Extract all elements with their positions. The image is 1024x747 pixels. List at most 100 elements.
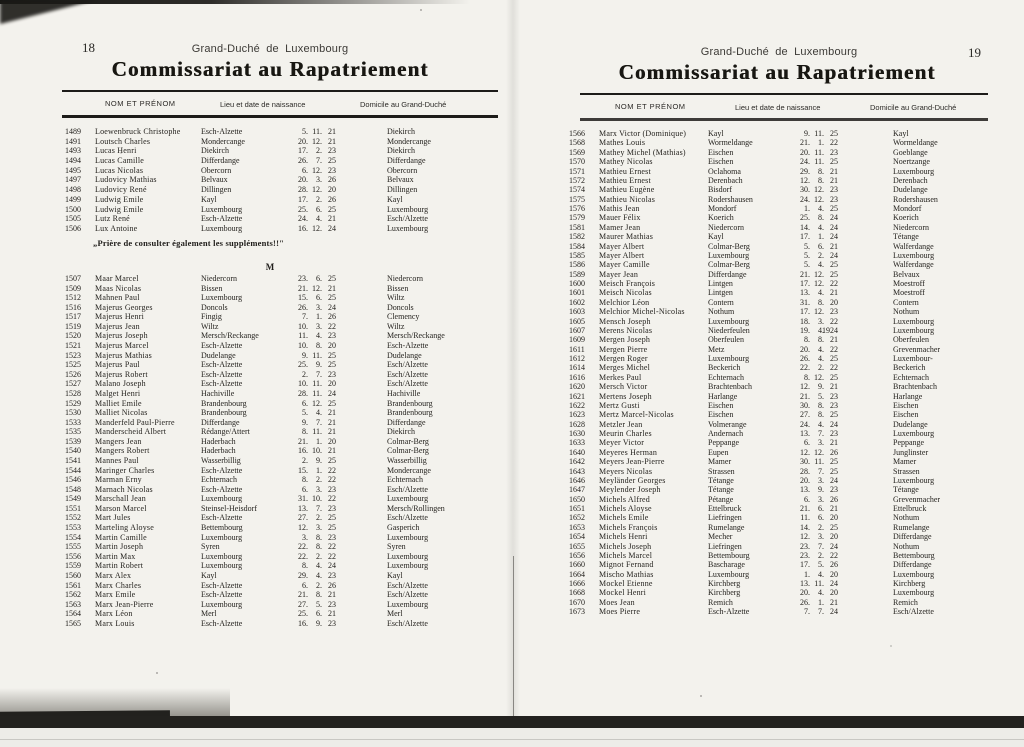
entry-birth-year: 20 [328,379,336,389]
entry-name: Mertens Joseph [599,391,652,401]
entry-name: Meyers Nicolas [599,466,653,476]
table-row: 1656 Michels Marcel Bettembourg 23. 2. 22 Bett… [562,551,1007,560]
entry-birth-month: 7. [316,156,322,166]
table-row: 1612 Mergen Roger Luxembourg 26. 4. 25 Luxembo… [562,354,1007,363]
entry-name: Moes Pierre [599,607,641,617]
entry-number: 1600 [569,279,585,288]
table-row: 1555 Martin Joseph Syren 22. 8. 22 Syren [60,542,505,552]
entry-birth-day: 18. [800,316,810,326]
entry-name: Merens Nicolas [599,325,653,335]
entry-birth-month: 2. [316,475,322,485]
entry-birth-month: 8. [316,341,322,351]
entry-name: Mart Jules [95,513,131,523]
table-row: 1541 Mannes Paul Wasserbillig 2. 9. 25 Wasserb… [60,456,505,466]
entry-birth-day: 23. [800,550,810,560]
entry-birth-day: 27. [800,410,810,420]
entry-domicile: Esch-Alzette [387,341,429,351]
entry-birth-year: 24 [328,223,336,233]
entry-number: 1521 [65,341,81,351]
entry-birthplace: Koerich [708,213,734,223]
entry-birth-year: 23 [830,400,838,410]
entry-birthplace: Hachiville [201,388,235,398]
entry-birth-month: 4. [316,561,322,571]
entry-birth-day: 22. [298,551,308,561]
entry-birth-month: 7. [316,417,322,427]
entry-number: 1549 [65,494,81,504]
table-row: 1582 Maurer Mathias Kayl 17. 1. 24 Tétange [562,232,1007,241]
table-row: 1553 Marteling Aloyse Bettembourg 12. 3. 25 Ga… [60,523,505,533]
table-row: 1655 Michels Joseph Liefringen 23. 7. 24 Nothu… [562,542,1007,551]
entry-birth-year: 24 [328,302,336,312]
entry-birth-month: 3. [818,494,824,504]
entry-birth-year: 20 [328,185,336,195]
entry-name: Moes Jean [599,597,635,607]
entry-birth-month: 7. [818,429,824,438]
entry-domicile: Kayl [387,194,403,204]
entry-name: Mathieu Ernest [599,175,651,185]
entry-birthplace: Luxembourg [201,561,243,571]
entry-number: 1601 [569,288,585,298]
entry-birth-month: 2. [818,250,824,260]
entry-domicile: Clemency [387,312,420,322]
entry-birth-month: 8. [316,542,322,552]
entry-birthplace: Haderbach [201,436,236,446]
entry-domicile: Luxembour- [893,354,933,363]
table-row: 1509 Maas Nicolas Bissen 21. 12. 21 Bissen [60,284,505,294]
entry-birth-month: 2. [316,551,322,561]
entry-birth-month: 11. [312,379,322,389]
entry-birth-year: 22 [830,279,838,288]
entry-birth-day: 5. [804,241,810,251]
entry-domicile: Wiltz [387,293,405,303]
entry-number: 1540 [65,446,81,456]
entry-birthplace: Luxembourg [708,316,750,326]
entry-domicile: Luxembourg [387,551,429,561]
entry-birthplace: Niedercorn [708,222,744,232]
section-letter-m: M [265,262,275,272]
entry-birth-month: 11. [814,129,824,138]
entry-birth-month: 12. [814,307,824,317]
table-row: 1530 Malliet Nicolas Brandenbourg 5. 4. 21 Bra… [60,408,505,418]
entry-birth-day: 9. [804,129,810,138]
entry-birth-day: 13. [298,503,308,513]
entry-birthplace: Remich [708,597,733,607]
entry-domicile: Esch/Alzette [387,580,428,590]
entry-domicile: Syren [387,542,406,552]
entry-birth-year: 23 [328,331,336,341]
entry-birth-day: 20. [800,147,810,157]
entry-domicile: Esch/Alzette [387,379,428,389]
entry-birth-day: 24. [800,419,810,429]
entry-domicile: Luxembourg [893,569,935,579]
entry-domicile: Koerich [893,213,919,223]
entry-domicile: Luxembourg [387,599,429,609]
entry-birth-day: 15. [298,293,308,303]
table-row: 1568 Mathes Louis Wormeldange 21. 1. 22 Wormel… [562,138,1007,147]
entry-birth-day: 8. [302,561,308,571]
entry-domicile: Luxembourg [893,316,935,326]
entry-birth-year: 23 [830,485,838,495]
entry-birthplace: Esch-Alzette [201,127,243,136]
entry-birth-month: 11. [312,350,322,360]
entry-birth-day: 21. [298,283,308,293]
paper-background [0,0,1024,729]
dust-speck [420,9,422,11]
entry-birth-month: 2. [316,513,322,523]
entry-domicile: Tétange [893,232,919,242]
center-gutter-shading [506,0,520,716]
entry-birth-year: 21 [328,214,336,224]
entry-birthplace: Bissen [201,283,223,293]
entry-domicile: Harlange [893,391,923,401]
entry-birth-day: 10. [298,379,308,389]
entry-number: 1554 [65,532,81,542]
table-row: 1527 Malano Joseph Esch-Alzette 10. 11. 20 Esc… [60,379,505,389]
entry-number: 1605 [569,316,585,326]
scan-bottom-band [0,716,1024,728]
entry-birthplace: Bascharage [708,560,745,570]
entry-number: 1529 [65,398,81,408]
center-crease-line [513,556,514,716]
entry-birth-month: 3. [818,438,824,448]
entry-number: 1489 [65,127,81,136]
entry-birth-day: 6. [302,398,308,408]
entry-birth-year: 25 [328,398,336,408]
table-row: 1566 Marx Victor (Dominique) Kayl 9. 11. 25 Ka… [562,129,1007,138]
entry-name: Malliet Nicolas [95,408,148,418]
